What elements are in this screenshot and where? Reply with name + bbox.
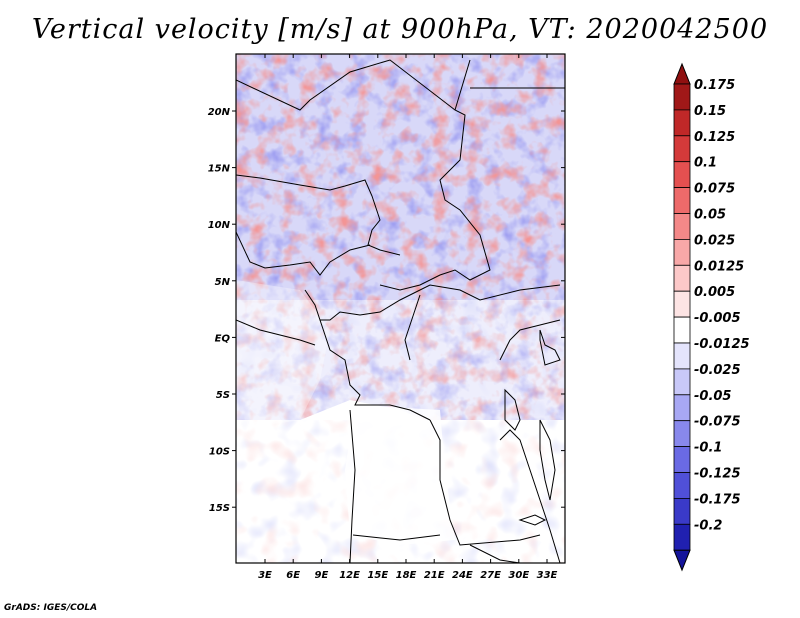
colorbar-segment xyxy=(673,368,691,396)
colorbar-segment xyxy=(673,290,691,318)
lat-label: 5S xyxy=(216,390,230,401)
colorbar-label: -0.025 xyxy=(694,363,741,378)
lon-label: 12E xyxy=(339,570,360,581)
colorbar-segment xyxy=(673,497,691,525)
colorbar-segment xyxy=(673,446,691,473)
colorbar-segment xyxy=(673,523,691,551)
colorbar-label: 0.175 xyxy=(694,78,735,93)
lon-label: 27E xyxy=(480,570,501,581)
lon-label: 6E xyxy=(286,570,300,581)
colorbar-segment xyxy=(673,342,691,370)
boundaries xyxy=(236,59,565,563)
lat-label: 5N xyxy=(215,277,231,288)
colorbar-segment xyxy=(673,213,691,240)
lon-axis: 3E 6E 9E 12E 15E 18E 21E 24E 27E 30E 33E xyxy=(258,54,558,581)
colorbar-segment xyxy=(673,83,691,111)
lat-label: EQ xyxy=(215,333,231,344)
lat-label: 15N xyxy=(208,164,231,175)
colorbar-segment xyxy=(673,264,691,292)
lon-label: 30E xyxy=(508,570,529,581)
colorbar-label: 0.15 xyxy=(694,104,726,119)
colorbar-bottom-arrow xyxy=(673,549,691,572)
colorbar-label: -0.125 xyxy=(694,467,741,482)
colorbar-label: 0.075 xyxy=(694,182,735,197)
lat-axis: 20N 15N 10N 5N EQ 5S 10S 15S xyxy=(208,107,565,514)
lon-label: 9E xyxy=(315,570,329,581)
colorbar-top-arrow xyxy=(673,62,691,85)
lon-label: 24E xyxy=(452,570,473,581)
colorbar-label: -0.175 xyxy=(694,492,741,507)
lon-label: 15E xyxy=(367,570,388,581)
chart-title: Vertical velocity [m/s] at 900hPa, VT: 2… xyxy=(31,14,769,45)
colorbar-segment xyxy=(673,135,691,163)
colorbar-segment xyxy=(673,161,691,188)
colorbar-label: 0.025 xyxy=(694,233,735,248)
grads-credit: GrADS: IGES/COLA xyxy=(4,603,98,613)
colorbar: 0.175 0.15 0.125 0.1 0.075 0.05 0.025 0.0125 0.0… xyxy=(673,62,750,572)
lat-label: 10S xyxy=(209,447,230,458)
velocity-field xyxy=(236,54,565,563)
colorbar-segment xyxy=(673,316,691,344)
colorbar-label: 0.0125 xyxy=(694,259,744,274)
colorbar-label: -0.1 xyxy=(694,441,722,456)
colorbar-label: -0.075 xyxy=(694,415,741,430)
lon-label: 3E xyxy=(258,570,272,581)
lat-label: 10N xyxy=(208,220,231,231)
colorbar-segment xyxy=(673,420,691,448)
colorbar-segment xyxy=(673,472,691,499)
colorbar-label: 0.125 xyxy=(694,130,735,145)
colorbar-segment xyxy=(673,238,691,266)
colorbar-label: -0.05 xyxy=(694,389,731,404)
lon-label: 18E xyxy=(396,570,417,581)
colorbar-segment xyxy=(673,187,691,214)
colorbar-label: -0.005 xyxy=(694,311,741,326)
lat-label: 20N xyxy=(208,107,231,118)
lat-label: 15S xyxy=(209,503,230,514)
colorbar-label: -0.0125 xyxy=(694,337,750,352)
colorbar-segment xyxy=(673,109,691,137)
plot-frame xyxy=(235,53,566,564)
lon-label: 33E xyxy=(537,570,558,581)
lon-label: 21E xyxy=(424,570,445,581)
colorbar-label: 0.005 xyxy=(694,285,735,300)
colorbar-label: 0.05 xyxy=(694,208,726,223)
colorbar-label: -0.2 xyxy=(694,518,722,533)
colorbar-segment xyxy=(673,394,691,422)
colorbar-label: 0.1 xyxy=(694,156,717,171)
